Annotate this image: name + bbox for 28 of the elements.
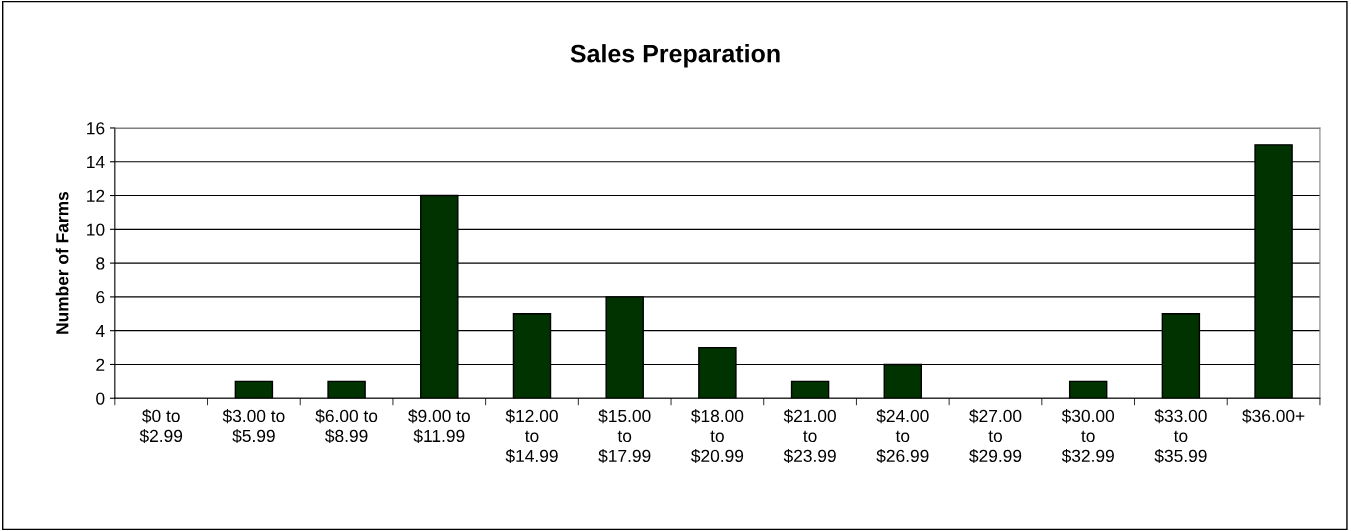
y-tick-label: 8 — [96, 257, 105, 270]
y-tick-label: 16 — [87, 122, 105, 135]
y-tick-label: 2 — [96, 358, 105, 371]
bar — [234, 380, 274, 399]
x-tick-label: $6.00 to $8.99 — [315, 409, 378, 444]
x-tick-label: $15.00 to $17.99 — [598, 409, 651, 464]
bar — [327, 380, 366, 399]
y-tick-label: 0 — [96, 392, 105, 405]
chart-title: Sales Preparation — [570, 44, 780, 68]
y-axis-title: Number of Farms — [55, 191, 69, 334]
x-tick-label: $12.00 to $14.99 — [505, 409, 558, 464]
y-tick-label: 4 — [95, 325, 105, 337]
x-tick-label: $0 to $2.99 — [139, 409, 183, 444]
x-tick-label: $3.00 to $5.99 — [222, 409, 285, 444]
y-tick-label: 10 — [87, 223, 105, 236]
x-tick-label: $27.00 to $29.99 — [969, 409, 1022, 464]
x-tick-label: $18.00 to $20.99 — [691, 409, 744, 464]
x-tick-label: $21.00 to $23.99 — [783, 409, 836, 464]
y-tick-label: 6 — [96, 291, 105, 304]
x-tick-label: $24.00 to $26.99 — [876, 409, 929, 464]
bar — [790, 380, 830, 399]
x-tick-label: $33.00 to $35.99 — [1154, 409, 1207, 464]
bar — [1068, 380, 1108, 399]
y-tick-label: 14 — [87, 156, 105, 169]
x-tick-label: $30.00 to $32.99 — [1061, 409, 1115, 464]
y-tick-label: 12 — [87, 189, 105, 202]
x-tick-label: $9.00 to $11.99 — [408, 409, 470, 444]
x-tick-label: $36.00+ — [1242, 409, 1305, 424]
